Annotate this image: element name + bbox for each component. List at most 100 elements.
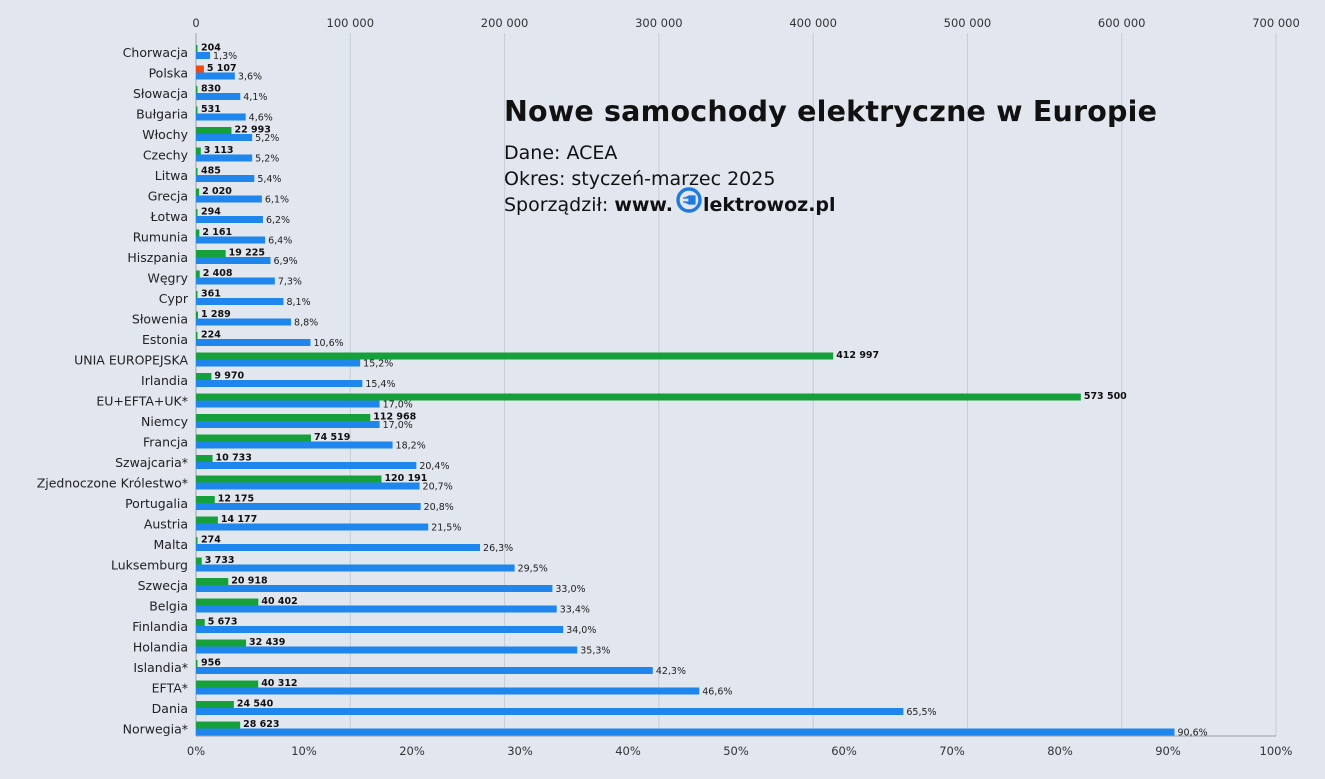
count-value-label: 32 439 [249,637,285,648]
share-bar [196,154,253,162]
count-bar [196,639,247,647]
share-bar [196,52,211,59]
count-bar [196,332,198,339]
count-bar [196,229,200,237]
share-bar [196,441,393,449]
share-value-label: 6,4% [268,236,292,247]
author-line: Sporządził: www. lektrowoz.pl [504,187,1157,218]
count-bar [196,127,232,134]
count-value-label: 274 [201,535,221,546]
category-label: Norwegia* [123,722,188,737]
share-value-label: 6,1% [265,195,289,206]
share-bar [196,708,904,715]
share-value-label: 33,4% [560,605,590,616]
count-bar [196,393,1081,401]
count-bar [196,455,213,462]
share-bar [196,400,380,408]
share-value-label: 20,4% [419,461,449,472]
share-bar [196,544,481,551]
share-bar [196,175,255,182]
category-label: Słowenia [132,312,188,327]
count-bar [196,209,198,216]
category-label: Czechy [143,148,189,163]
category-label: Bułgaria [136,107,188,122]
count-bar [196,352,834,360]
top-axis-tick-label: 300 000 [635,16,683,30]
count-bar [196,291,198,298]
count-value-label: 531 [201,104,221,115]
count-bar [196,557,202,565]
bottom-axis-tick-label: 70% [939,744,965,758]
count-bar [196,250,226,257]
top-axis-tick-label: 700 000 [1252,16,1300,30]
share-bar [196,93,241,100]
count-value-label: 22 993 [234,125,270,136]
share-bar [196,339,311,346]
count-value-label: 28 623 [243,719,279,730]
share-bar [196,564,515,572]
count-bar [196,86,198,93]
count-value-label: 12 175 [218,494,254,505]
bottom-axis-tick-label: 60% [831,744,857,758]
brand-link[interactable]: www. lektrowoz.pl [614,187,836,218]
count-value-label: 74 519 [314,432,350,443]
period-line: Okres: styczeń-marzec 2025 [504,168,776,190]
share-bar [196,257,271,264]
bottom-axis-tick-label: 90% [1155,744,1181,758]
category-label: Estonia [142,332,188,347]
category-label: Polska [149,66,188,81]
count-bar [196,168,198,175]
share-value-label: 4,6% [249,113,273,124]
count-value-label: 2 020 [202,186,232,197]
category-label: Grecja [148,189,188,204]
count-bar [196,65,204,73]
count-value-label: 830 [201,84,221,95]
count-value-label: 294 [201,207,221,218]
share-value-label: 4,1% [243,92,267,103]
count-value-label: 956 [201,658,221,669]
category-label: Finlandia [132,619,188,634]
category-label: EU+EFTA+UK* [96,394,188,409]
bottom-axis-tick-label: 10% [291,744,317,758]
category-label: Łotwa [150,209,188,224]
top-axis-tick-label: 0 [192,16,199,30]
share-value-label: 26,3% [483,543,513,554]
category-label: Luksemburg [111,558,188,573]
count-value-label: 10 733 [216,453,252,464]
share-value-label: 15,2% [363,359,393,370]
count-value-label: 5 673 [208,617,238,628]
count-value-label: 112 968 [373,412,416,423]
count-value-label: 204 [201,43,221,54]
share-bar [196,236,266,244]
share-bar [196,195,262,203]
count-bar [196,270,200,278]
share-bar [196,277,275,285]
share-value-label: 15,4% [365,379,395,390]
category-label: Hiszpania [127,250,188,265]
count-value-label: 573 500 [1084,391,1127,402]
share-bar [196,462,417,469]
share-bar [196,626,564,633]
share-value-label: 6,2% [266,215,290,226]
count-value-label: 3 113 [204,145,234,156]
count-value-label: 3 733 [205,555,235,566]
share-value-label: 46,6% [702,687,732,698]
category-label: Portugalia [125,496,188,511]
share-bar [196,646,578,654]
share-value-label: 5,4% [257,174,281,185]
share-bar [196,728,1175,736]
share-bar [196,380,363,387]
share-bar [196,113,246,121]
count-bar [196,537,198,544]
top-axis-tick-label: 400 000 [789,16,837,30]
share-bar [196,585,553,592]
category-label: Malta [154,537,188,552]
bottom-axis-tick-label: 50% [723,744,749,758]
count-bar [196,188,200,196]
share-value-label: 8,1% [286,297,310,308]
count-bar [196,598,259,606]
share-value-label: 42,3% [656,666,686,677]
category-label: Rumunia [133,230,188,245]
share-bar [196,421,380,428]
bottom-axis-tick-label: 20% [399,744,425,758]
